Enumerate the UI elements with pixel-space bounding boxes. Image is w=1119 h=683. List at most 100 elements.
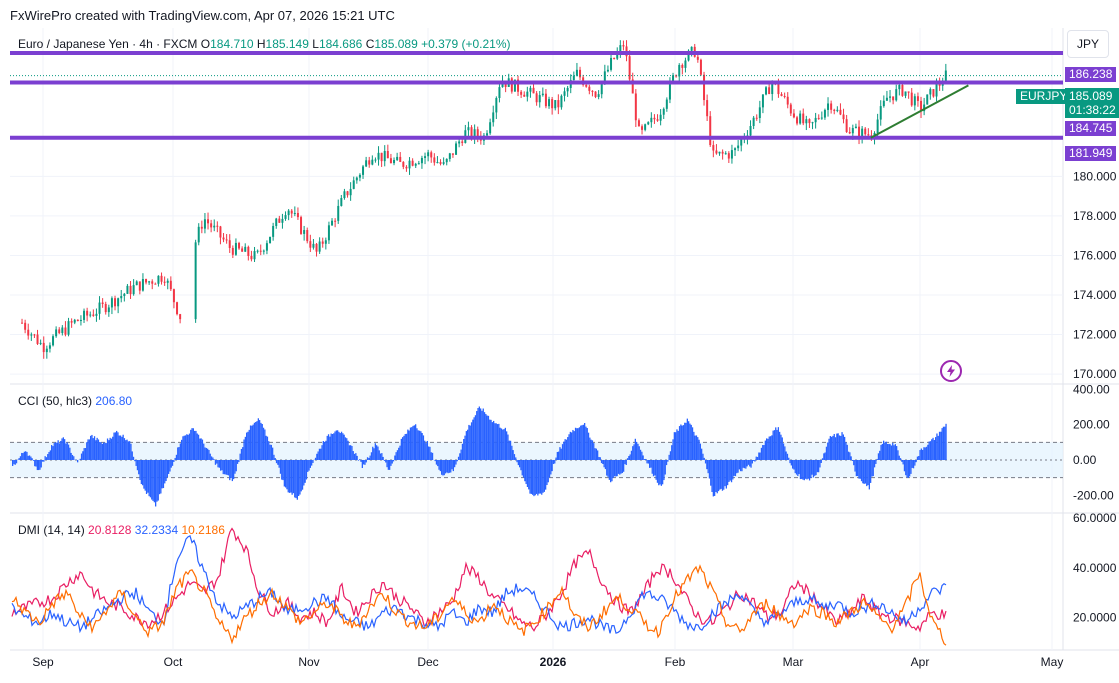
cci-bar [489,419,491,460]
candle-body [439,162,442,164]
cci-bar [626,458,629,460]
cci-bar [911,459,913,468]
cci-bar [560,448,562,460]
candle-body [765,87,768,95]
candle-body [262,250,265,252]
cci-bar [220,459,222,471]
cci-bar [741,459,743,472]
watermark-header: FxWirePro created with TradingView.com, … [10,8,395,23]
cci-pane[interactable] [10,406,1063,507]
cci-bar [493,420,495,460]
cci-bar [645,458,647,460]
cci-bar [866,459,868,487]
cci-bar [773,430,776,460]
cci-bar [624,459,626,465]
cci-bar [512,450,514,460]
level-top-tag: 186.238 [1065,67,1117,82]
cci-bar [212,457,214,460]
candle-body [498,87,501,99]
cci-bar [66,442,68,460]
candle-body [300,217,303,234]
cci-bar [290,459,292,493]
cci-bar [418,430,421,460]
cci-bar [688,421,690,460]
candle-body [430,152,433,158]
cci-tick-label: -200.00 [1073,488,1114,502]
cci-bar [464,435,466,460]
cci-bar [738,459,740,470]
candle-body [938,83,941,86]
currency-button[interactable]: JPY [1067,30,1109,58]
cci-bar [606,459,608,476]
cci-bar [814,459,816,476]
candle-body [823,109,826,118]
cci-bar [415,424,417,460]
cci-bar [190,429,192,460]
cci-bar [230,459,232,479]
candle-body [768,87,771,95]
price-pane[interactable] [10,40,1063,359]
cci-bar [665,459,668,466]
cci-bar [759,452,761,460]
cci-bar [790,459,792,466]
candle-body [352,180,355,189]
cci-bar [885,441,887,460]
cci-bar [329,436,331,460]
cci-bar [862,459,864,484]
candle-body [148,281,151,283]
cci-bar [442,459,444,476]
cci-bar [719,459,721,490]
candle-body [876,119,879,133]
cci-bar [274,458,276,460]
candle-body [935,83,938,97]
flash-icon[interactable] [940,360,962,382]
dmi-pane[interactable] [11,527,947,646]
cci-bar [886,443,889,460]
candle-body [628,56,631,80]
cci-bar [71,454,74,460]
cci-bar [52,446,54,460]
symbol-title: Euro / Japanese Yen · 4h · FXCM [18,37,198,51]
cci-bar [907,459,909,478]
cci-bar [476,411,478,460]
candle-body [145,279,148,283]
cci-bar [110,438,113,460]
cci-bar [884,442,886,460]
cci-bar [337,430,339,460]
candle-body [830,103,833,110]
cci-bar [747,459,750,465]
cci-bar [382,456,384,460]
candle-body [929,89,932,95]
cci-bar [650,459,652,468]
candle-body [461,141,464,143]
cci-bar [385,459,387,463]
candle-body [594,91,597,97]
cci-bar [480,408,482,460]
cci-bar [872,459,874,477]
cci-bar [131,451,133,460]
cci-bar [240,448,243,460]
cci-bar [135,459,137,466]
cci-bar [786,453,789,460]
cci-bar [251,425,253,460]
cci-bar [32,459,35,461]
cci-bar [221,459,223,471]
low-value: 184.686 [318,37,363,51]
change-value: +0.379 (+0.21%) [421,37,511,51]
candle-body [734,148,737,151]
cci-bar [615,459,617,477]
candle-body [76,319,79,322]
cci-bar [31,458,33,460]
candle-body [346,191,349,196]
candle-body [613,57,616,59]
cci-bar [511,445,513,460]
candle-body [901,84,904,96]
cci-bar [394,455,396,460]
candle-body [557,100,560,108]
cci-bar [217,459,219,468]
cci-bar [136,459,139,471]
candle-body [572,75,575,81]
candle-body [451,153,454,155]
cci-bar [390,459,392,466]
